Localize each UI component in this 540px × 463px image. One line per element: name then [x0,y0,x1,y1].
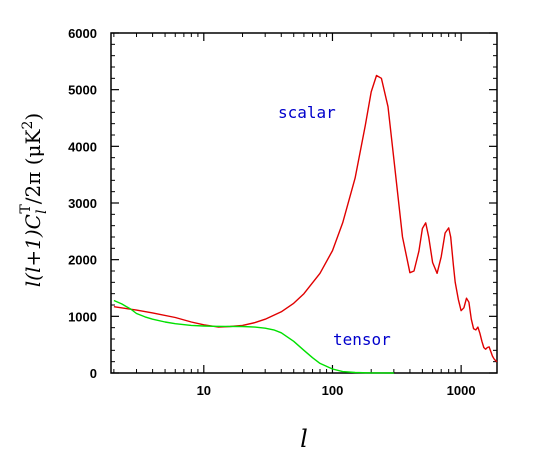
x-tick-label: 1000 [447,383,476,398]
y-tick-label: 2000 [68,253,97,268]
series-label-scalar: scalar [278,103,336,122]
x-tick-label: 10 [197,383,211,398]
y-tick-label: 3000 [68,196,97,211]
y-axis-label-tail: /2π (μK [21,128,45,204]
x-axis-ticks: 10 100 1000 [113,33,476,398]
series-line-scalar [113,74,498,363]
y-tick-label: 6000 [68,26,97,41]
y-tick-label: 0 [90,366,97,381]
y-axis-label-unit-sup: 2 [20,121,36,130]
series-lines [113,74,498,374]
x-axis-label: l [300,425,308,453]
y-axis-ticks: 0 1000 2000 3000 4000 5000 6000 [68,26,497,381]
y-tick-label: 5000 [68,83,97,98]
y-axis-label-close: ) [21,113,45,121]
y-tick-label: 4000 [68,139,97,154]
y-axis-label-sub: l [34,210,50,214]
x-tick-label: 100 [322,383,344,398]
y-axis-label-lead: l(l+1)C [21,214,45,287]
series-line-tensor [113,299,394,374]
series-label-tensor: tensor [333,330,391,349]
y-tick-label: 1000 [68,309,97,324]
y-axis-label-sup: T [18,204,34,214]
y-axis-label: l(l+1)ClT/2π (μK2) [18,113,50,287]
